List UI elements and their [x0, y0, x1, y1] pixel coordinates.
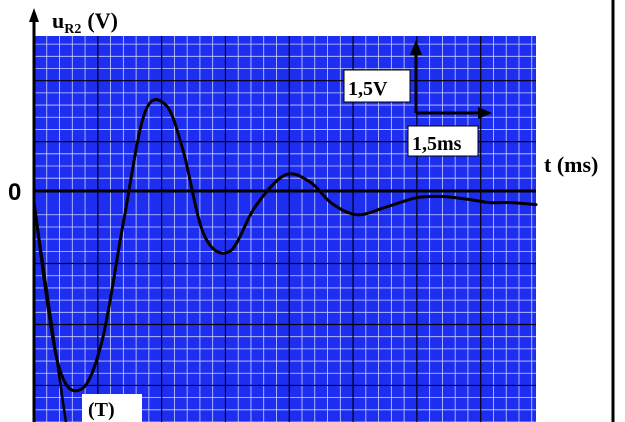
tangent-line [32, 202, 68, 422]
scale-voltage-arrowhead [410, 40, 422, 55]
y-axis-arrow [29, 8, 39, 22]
tangent-label: (T) [88, 399, 115, 421]
series-response-curve [32, 98, 538, 393]
x-axis-label: t (ms) [544, 152, 598, 177]
plot-area [34, 36, 536, 422]
scale-voltage-box [343, 69, 411, 103]
scale-voltage-label: 1,5V [348, 78, 388, 100]
scale-time-arrowhead [478, 107, 492, 119]
grid-minor [34, 36, 536, 422]
scale-time-label: 1,5ms [412, 133, 462, 155]
origin-label: 0 [8, 179, 21, 206]
tangent-label-box [82, 394, 142, 422]
y-axis-label: uR2 (V) [52, 8, 118, 37]
scale-time-box [407, 125, 479, 157]
